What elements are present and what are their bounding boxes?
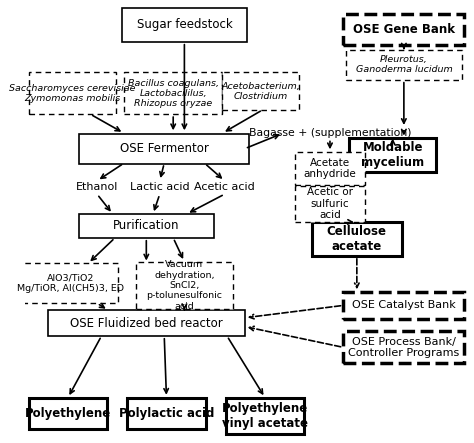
Text: Acetic or
sulfuric
acid: Acetic or sulfuric acid	[307, 187, 353, 221]
Text: Bacillus coagulans,
Lactobacililus,
Rhizopus oryzae: Bacillus coagulans, Lactobacililus, Rhiz…	[128, 78, 219, 109]
Text: OSE Catalyst Bank: OSE Catalyst Bank	[352, 300, 456, 311]
Text: OSE Fluidized bed reactor: OSE Fluidized bed reactor	[70, 317, 223, 330]
FancyBboxPatch shape	[226, 398, 304, 434]
FancyBboxPatch shape	[128, 398, 206, 430]
Text: Acetate
anhydride: Acetate anhydride	[303, 158, 356, 179]
Text: Moldable
mycelium: Moldable mycelium	[361, 141, 424, 169]
FancyBboxPatch shape	[124, 73, 222, 114]
Text: Saccharomyces cerevisiae
Zymomonas mobilis: Saccharomyces cerevisiae Zymomonas mobil…	[9, 84, 136, 103]
FancyBboxPatch shape	[222, 73, 299, 110]
Text: Polylactic acid: Polylactic acid	[119, 407, 214, 420]
Text: Lactic acid: Lactic acid	[130, 183, 190, 193]
Text: Pleurotus,
Ganoderma lucidum: Pleurotus, Ganoderma lucidum	[356, 55, 452, 74]
Text: Acetic acid: Acetic acid	[194, 183, 255, 193]
Text: Sugar feedstock: Sugar feedstock	[137, 19, 232, 31]
FancyBboxPatch shape	[122, 8, 247, 42]
FancyBboxPatch shape	[295, 152, 365, 185]
FancyBboxPatch shape	[136, 262, 233, 309]
FancyBboxPatch shape	[79, 214, 213, 238]
FancyBboxPatch shape	[22, 264, 119, 303]
FancyBboxPatch shape	[343, 331, 465, 363]
FancyBboxPatch shape	[349, 139, 437, 172]
FancyBboxPatch shape	[48, 310, 245, 336]
Text: AlO3/TiO2
Mg/TiOR, Al(CH5)3, ED: AlO3/TiO2 Mg/TiOR, Al(CH5)3, ED	[17, 274, 124, 293]
FancyBboxPatch shape	[312, 222, 401, 256]
Text: OSE Process Bank/
Controller Programs: OSE Process Bank/ Controller Programs	[348, 337, 459, 358]
FancyBboxPatch shape	[346, 50, 462, 80]
Text: Acetobacterium,
Clostridium: Acetobacterium, Clostridium	[221, 82, 300, 101]
Text: OSE Gene Bank: OSE Gene Bank	[353, 23, 455, 36]
Text: Ethanol: Ethanol	[76, 183, 118, 193]
Text: Polyethylene
vinyl acetate: Polyethylene vinyl acetate	[222, 402, 308, 430]
Text: OSE Fermentor: OSE Fermentor	[120, 142, 209, 155]
FancyBboxPatch shape	[29, 73, 116, 114]
FancyBboxPatch shape	[343, 13, 465, 45]
FancyBboxPatch shape	[79, 134, 249, 163]
Text: Bagasse + (supplementation): Bagasse + (supplementation)	[249, 128, 411, 138]
Text: Vacuum
dehydration,
SnCl2,
p-tolunesulfonic
acid: Vacuum dehydration, SnCl2, p-tolunesulfo…	[146, 260, 222, 311]
Text: Cellulose
acetate: Cellulose acetate	[327, 225, 387, 253]
Text: Purification: Purification	[113, 219, 180, 233]
FancyBboxPatch shape	[343, 292, 465, 319]
Text: Polyethylene: Polyethylene	[25, 407, 111, 420]
FancyBboxPatch shape	[29, 398, 107, 430]
FancyBboxPatch shape	[295, 186, 365, 222]
